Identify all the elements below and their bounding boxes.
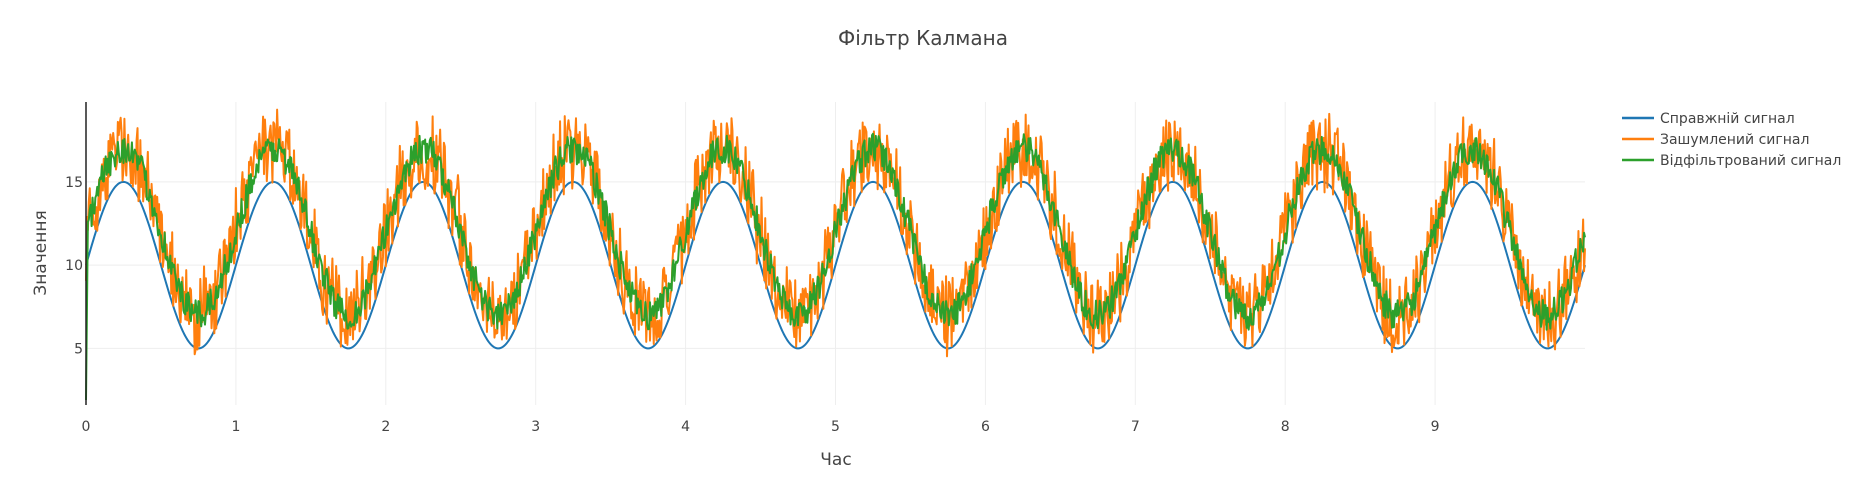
legend-label-true-signal: Справжній сигнал [1660, 111, 1795, 127]
x-tick-label: 8 [1281, 419, 1290, 435]
x-tick-label: 4 [681, 419, 690, 435]
x-axis-title: Час [820, 450, 851, 470]
x-tick-label: 1 [231, 419, 240, 435]
y-tick-label: 15 [65, 175, 83, 191]
legend-label-noisy-signal: Зашумлений сигнал [1660, 132, 1809, 148]
y-tick-label: 10 [65, 258, 83, 274]
y-axis-title: Значення [31, 210, 51, 295]
x-tick-label: 6 [981, 419, 990, 435]
x-tick-label: 3 [531, 419, 540, 435]
x-tick-label: 5 [831, 419, 840, 435]
x-tick-label: 2 [381, 419, 390, 435]
legend-label-filtered-signal: Відфільтрований сигнал [1660, 153, 1841, 169]
legend: Справжній сигнал Зашумлений сигнал Відфі… [1622, 111, 1841, 169]
x-tick-label: 9 [1431, 419, 1440, 435]
chart-title: Фільтр Калмана [838, 26, 1008, 50]
legend-item-noisy-signal[interactable]: Зашумлений сигнал [1622, 132, 1809, 148]
legend-item-true-signal[interactable]: Справжній сигнал [1622, 111, 1795, 127]
legend-item-filtered-signal[interactable]: Відфільтрований сигнал [1622, 153, 1841, 169]
y-tick-label: 5 [74, 341, 83, 357]
x-tick-label: 7 [1131, 419, 1140, 435]
x-tick-label: 0 [82, 419, 91, 435]
